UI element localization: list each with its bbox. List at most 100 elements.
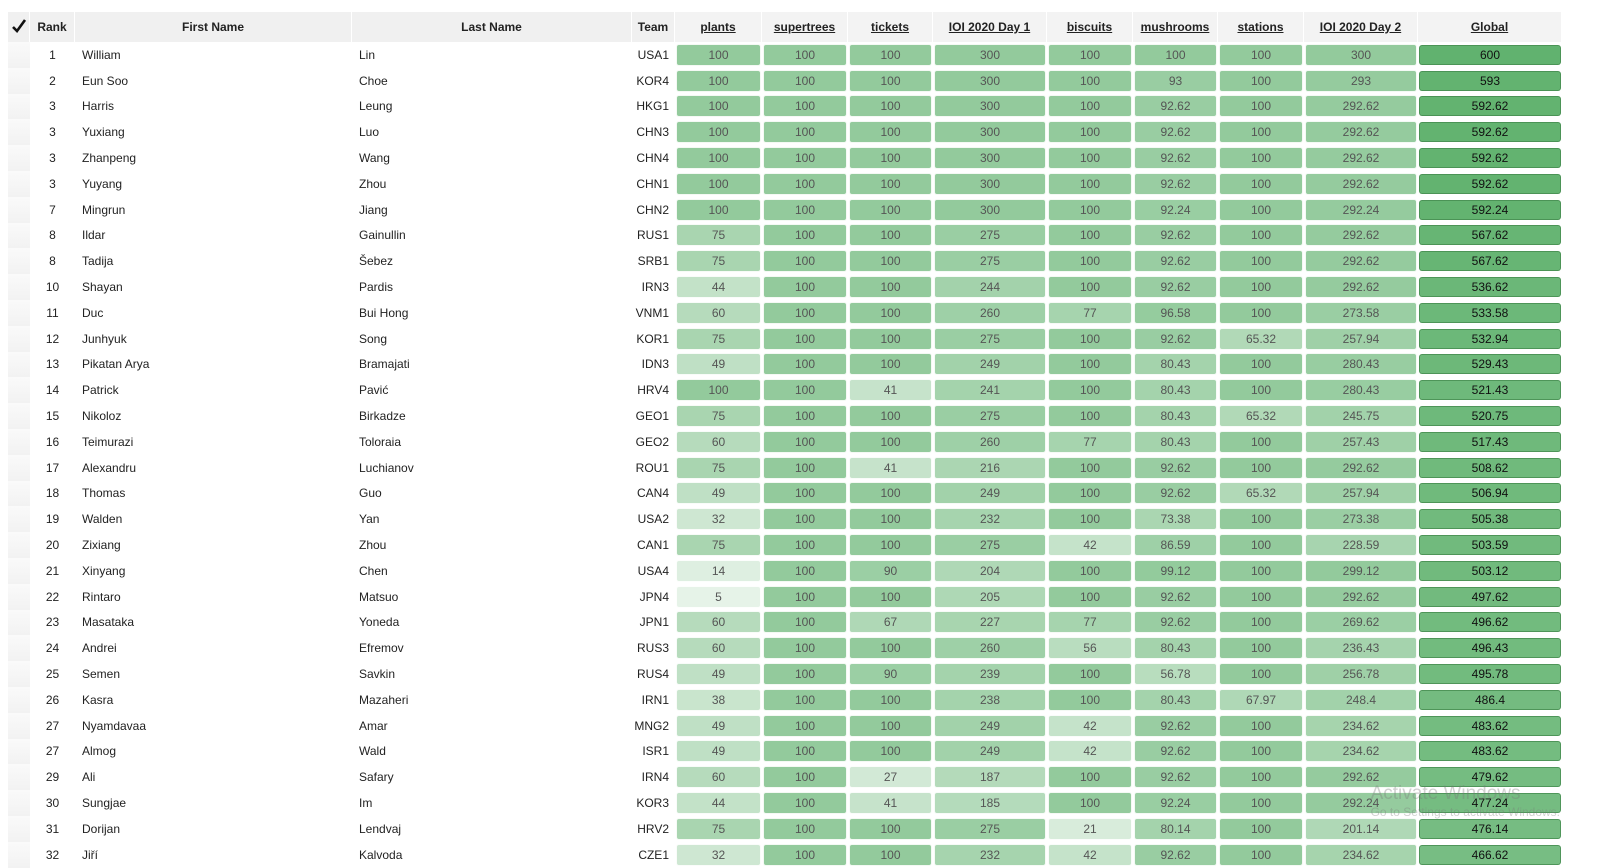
score-cell: 100 [1047, 403, 1133, 429]
row-select[interactable] [8, 145, 30, 171]
table-row: 7 Mingrun Jiang CHN2 100 100 100 300 100 92.24 100… [8, 196, 1562, 223]
score-value: 249 [934, 714, 1046, 737]
row-select[interactable] [8, 454, 30, 481]
row-select[interactable] [8, 532, 30, 558]
row-select[interactable] [8, 583, 30, 610]
row-select[interactable] [8, 403, 30, 429]
row-select[interactable] [8, 815, 30, 842]
score-cell: 292.62 [1304, 248, 1418, 274]
score-value: 65.32 [1219, 405, 1303, 428]
score-value: 60 [676, 430, 761, 453]
score-value: 92.62 [1134, 224, 1217, 247]
score-value: 275 [934, 250, 1046, 273]
score-cell: 92.24 [1133, 197, 1218, 223]
score-value: 280.43 [1305, 353, 1417, 376]
rank: 12 [45, 331, 60, 346]
table-row: 24 Andrei Efremov RUS3 60 100 100 260 56 80.43 100… [8, 635, 1562, 662]
rank: 17 [45, 460, 60, 475]
sort-header[interactable]: supertrees [762, 12, 848, 42]
score-value: 232 [934, 508, 1046, 531]
score-value: 100 [676, 379, 761, 402]
row-select[interactable] [8, 222, 30, 249]
sort-header[interactable]: mushrooms [1133, 12, 1218, 42]
score-value: 100 [1219, 353, 1303, 376]
sort-header[interactable]: Global [1418, 12, 1562, 42]
score-cell: 257.94 [1304, 326, 1418, 352]
score-cell: 75 [675, 326, 762, 352]
score-value: 75 [676, 250, 761, 273]
row-select[interactable] [8, 480, 30, 507]
row-select[interactable] [8, 325, 30, 352]
table-row: 13 Pikatan Arya Bramajati IDN3 49 100 100 249 10… [8, 351, 1562, 378]
score-value: 60 [676, 637, 761, 660]
row-select[interactable] [8, 609, 30, 636]
score-value: 41 [849, 379, 932, 402]
score-value: 292.62 [1305, 224, 1417, 247]
row-select[interactable] [8, 661, 30, 687]
score-value: 100 [1219, 817, 1303, 840]
row-select[interactable] [8, 790, 30, 816]
row-select[interactable] [8, 274, 30, 300]
score-value: 100 [763, 792, 847, 814]
score-value: 100 [849, 276, 932, 299]
row-select[interactable] [8, 42, 30, 68]
score-value: 300 [934, 172, 1046, 195]
row-select[interactable] [8, 248, 30, 275]
column-header: Rank [30, 12, 75, 42]
row-select[interactable] [8, 377, 30, 404]
row-select[interactable] [8, 67, 30, 94]
score-value: 100 [763, 276, 847, 299]
score-cell: 100 [762, 248, 848, 274]
row-select[interactable] [8, 299, 30, 326]
row-select[interactable] [8, 170, 30, 197]
row-select[interactable] [8, 841, 30, 868]
score-cell: 67 [848, 610, 933, 636]
team: KOR1 [636, 331, 669, 346]
score-cell: 92.62 [1133, 94, 1218, 120]
row-select[interactable] [8, 764, 30, 791]
last-name: Savkin [359, 667, 396, 682]
score-cell: 100 [762, 326, 848, 352]
row-select[interactable] [8, 712, 30, 739]
score-value: 476.14 [1419, 818, 1561, 839]
row-select[interactable] [8, 557, 30, 584]
score-value: 80.43 [1134, 688, 1217, 711]
row-select[interactable] [8, 738, 30, 765]
score-cell: 49 [675, 713, 762, 739]
score-cell: 100 [848, 223, 933, 249]
row-select[interactable] [8, 686, 30, 713]
score-value: 38 [676, 688, 761, 711]
score-cell: 49 [675, 481, 762, 507]
row-select[interactable] [8, 93, 30, 120]
last-name: Toloraia [359, 434, 402, 449]
score-cell: 292.62 [1304, 223, 1418, 249]
score-value: 100 [676, 69, 761, 92]
score-cell: 5 [675, 584, 762, 610]
score-value: 90 [849, 663, 932, 686]
score-cell: 100 [762, 532, 848, 558]
score-value: 497.62 [1419, 586, 1561, 607]
rank: 16 [45, 434, 60, 449]
sort-header[interactable]: plants [675, 12, 762, 42]
score-value: 292.62 [1305, 147, 1417, 170]
score-cell: 100 [848, 506, 933, 532]
sort-header[interactable]: biscuits [1047, 12, 1133, 42]
row-select[interactable] [8, 506, 30, 533]
score-value: 100 [1219, 430, 1303, 453]
score-cell: 100 [848, 842, 933, 868]
score-value: 300 [934, 147, 1046, 170]
row-select[interactable] [8, 428, 30, 455]
row-select[interactable] [8, 119, 30, 146]
select-all[interactable] [8, 12, 30, 42]
score-cell: 100 [1218, 610, 1304, 636]
score-cell: 201.14 [1304, 816, 1418, 842]
row-select[interactable] [8, 351, 30, 378]
row-select[interactable] [8, 635, 30, 662]
score-value: 100 [1048, 456, 1132, 479]
sort-header[interactable]: IOI 2020 Day 2 [1304, 12, 1418, 42]
row-select[interactable] [8, 196, 30, 223]
sort-header[interactable]: IOI 2020 Day 1 [933, 12, 1047, 42]
sort-header[interactable]: stations [1218, 12, 1304, 42]
score-value: 56 [1048, 637, 1132, 660]
sort-header[interactable]: tickets [848, 12, 933, 42]
